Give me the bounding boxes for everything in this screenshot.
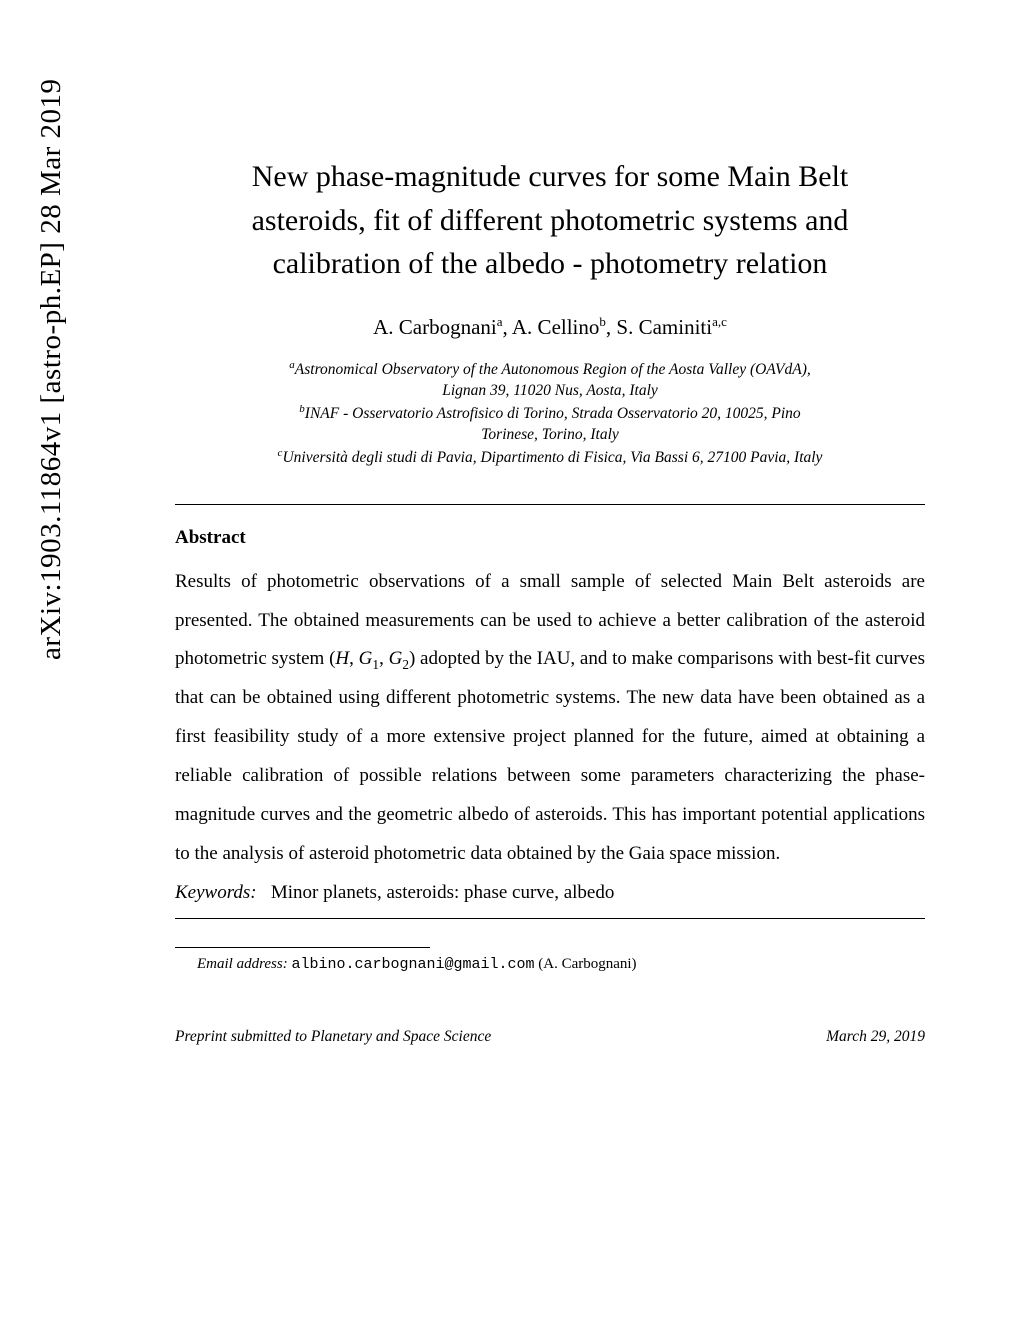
affiliations: aAstronomical Observatory of the Autonom… [175, 358, 925, 469]
preprint-journal: Preprint submitted to Planetary and Spac… [175, 1028, 491, 1046]
affil-c: Università degli studi di Pavia, Diparti… [282, 449, 822, 466]
preprint-date: March 29, 2019 [826, 1028, 925, 1046]
footnote-email: albino.carbognani@gmail.com [291, 956, 534, 973]
affil-a-2: Lignan 39, 11020 Nus, Aosta, Italy [442, 382, 658, 399]
affil-a-1: Astronomical Observatory of the Autonomo… [295, 361, 811, 378]
footnote: Email address: albino.carbognani@gmail.c… [175, 956, 925, 973]
var-h: H [335, 648, 349, 669]
title-line-3: calibration of the albedo - photometry r… [273, 247, 828, 280]
paper-title: New phase-magnitude curves for some Main… [175, 155, 925, 286]
arxiv-identifier: arXiv:1903.11864v1 [astro-ph.EP] 28 Mar … [35, 78, 68, 660]
affil-b-1: INAF - Osservatorio Astrofisico di Torin… [305, 405, 801, 422]
var-g2-sub: 2 [402, 657, 409, 672]
author-3-affil: a,c [712, 314, 727, 329]
authors-list: A. Carbognania, A. Cellinob, S. Caminiti… [175, 314, 925, 340]
footnote-divider [175, 947, 430, 948]
preprint-line: Preprint submitted to Planetary and Spac… [175, 1028, 925, 1046]
author-2: A. Cellino [512, 315, 600, 339]
author-3: S. Caminiti [616, 315, 712, 339]
divider-bottom [175, 918, 925, 919]
abstract-part-2: ) adopted by the IAU, and to make compar… [175, 648, 925, 864]
comma-2: , [379, 648, 389, 669]
title-line-1: New phase-magnitude curves for some Main… [252, 160, 849, 193]
title-line-2: asteroids, fit of different photometric … [252, 204, 849, 237]
author-1: A. Carbognani [373, 315, 497, 339]
comma-1: , [349, 648, 359, 669]
author-sep-1: , [503, 315, 512, 339]
var-g2: G [389, 648, 403, 669]
author-sep-2: , [606, 315, 617, 339]
keywords: Keywords: Minor planets, asteroids: phas… [175, 878, 925, 908]
keywords-label: Keywords: [175, 882, 257, 903]
footnote-author: (A. Carbognani) [535, 956, 637, 972]
keywords-text: Minor planets, asteroids: phase curve, a… [271, 882, 614, 903]
divider-top [175, 504, 925, 505]
abstract-text: Results of photometric observations of a… [175, 563, 925, 875]
affil-b-2: Torinese, Torino, Italy [481, 426, 619, 443]
abstract-heading: Abstract [175, 527, 925, 549]
main-content: New phase-magnitude curves for some Main… [175, 0, 925, 1046]
var-g1: G [359, 648, 373, 669]
footnote-label: Email address: [197, 956, 291, 972]
keywords-spacing [257, 882, 271, 903]
